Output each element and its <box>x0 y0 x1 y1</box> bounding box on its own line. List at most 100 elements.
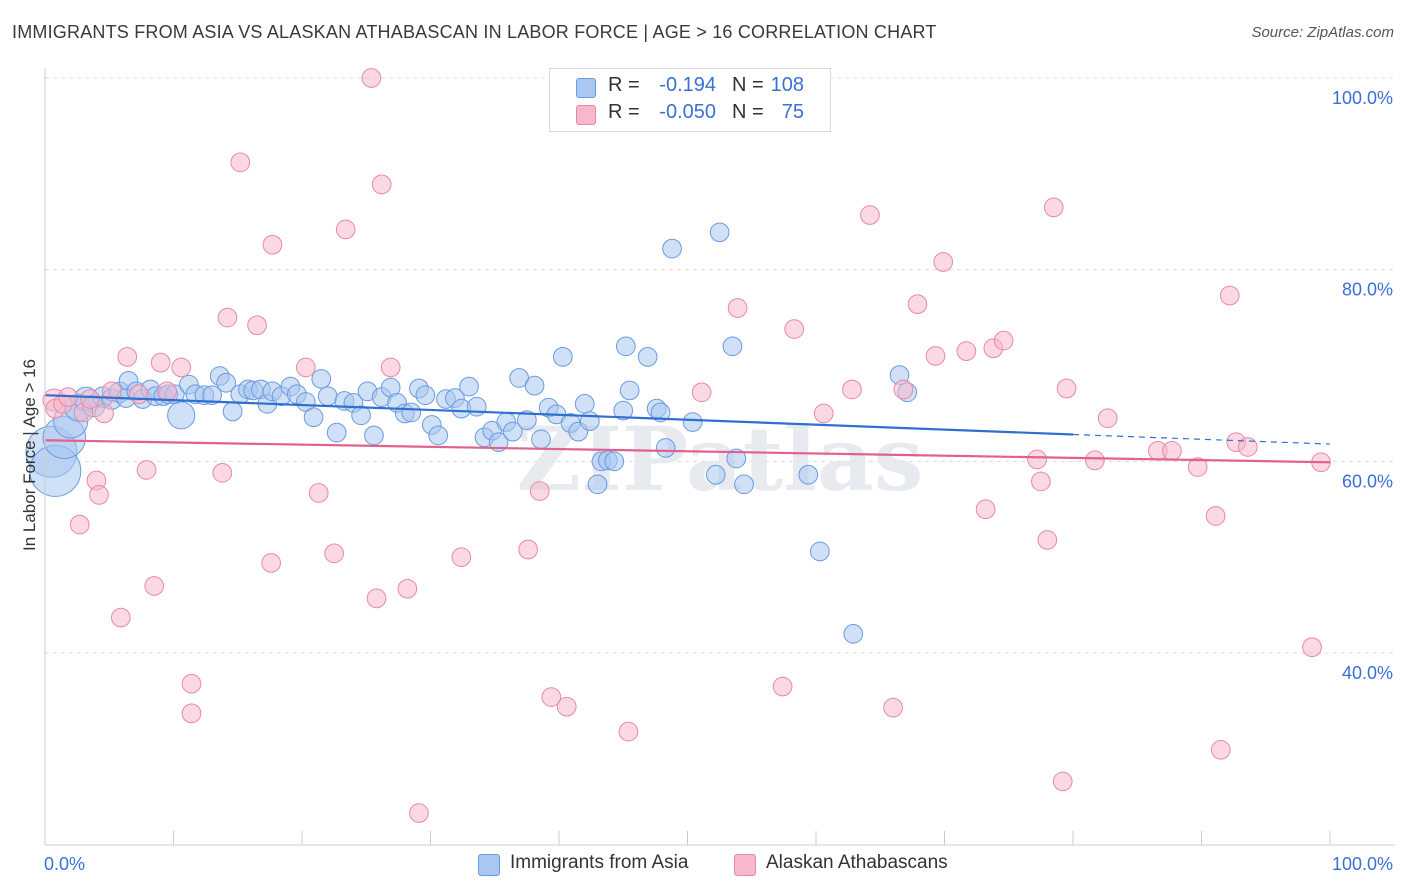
athabascan-point <box>230 152 251 173</box>
athabascan-point <box>366 588 387 609</box>
legend-swatch-athabascan <box>576 105 596 125</box>
asia-point <box>167 401 196 430</box>
athabascan-point <box>397 578 418 599</box>
asia-point <box>810 541 830 562</box>
athabascan-point <box>1162 440 1182 461</box>
legend-r-label: R = <box>608 101 640 123</box>
y-tick-label: 60.0% <box>1342 471 1393 491</box>
bottom-legend-label-athabascan: Alaskan Athabascans <box>766 852 948 873</box>
athabascan-point <box>69 514 90 535</box>
asia-point <box>798 464 819 485</box>
athabascan-point <box>907 294 928 315</box>
asia-point <box>734 474 754 495</box>
athabascan-point <box>993 330 1014 351</box>
athabascan-point <box>89 485 109 505</box>
asia-point <box>531 429 551 450</box>
asia-point <box>311 369 332 389</box>
athabascan-point <box>691 382 712 403</box>
athabascan-point <box>860 205 880 225</box>
athabascan-point <box>618 721 639 742</box>
athabascan-point <box>181 673 202 694</box>
asia-trend-line <box>44 394 1074 436</box>
asia-point <box>682 412 703 432</box>
athabascan-point <box>518 539 539 560</box>
athabascan-point <box>181 703 202 724</box>
asia-point <box>202 385 222 406</box>
asia-point <box>637 347 658 367</box>
athabascan-point <box>128 384 149 405</box>
asia-point <box>428 425 449 446</box>
x-tick-label: 100.0% <box>1332 854 1393 874</box>
legend-r-value: -0.194 <box>659 74 716 96</box>
athabascan-point <box>883 697 903 718</box>
athabascan-point <box>956 341 977 361</box>
athabascan-point <box>324 543 344 564</box>
asia-point <box>579 411 600 431</box>
athabascan-point <box>261 553 282 573</box>
athabascan-point <box>727 298 748 318</box>
y-tick-label: 100.0% <box>1332 88 1393 108</box>
trend-layer <box>44 394 1331 464</box>
athabascan-point <box>217 307 238 328</box>
athabascan-point <box>1205 506 1226 526</box>
athabascan-point <box>262 234 283 255</box>
bottom-legend-label-asia: Immigrants from Asia <box>510 852 689 873</box>
asia-point <box>364 425 384 446</box>
chart-source: Source: ZipAtlas.com <box>1251 24 1394 41</box>
legend-swatch-asia <box>576 78 596 98</box>
athabascan-point <box>101 381 122 402</box>
athabascan-point <box>110 607 131 628</box>
athabascan-point <box>1097 408 1118 429</box>
athabascan-point <box>1037 530 1058 550</box>
y-tick-label: 40.0% <box>1342 663 1393 683</box>
athabascan-point <box>136 460 157 480</box>
athabascan-point <box>933 252 954 272</box>
points-layer <box>25 68 1331 823</box>
legend-n-value: 75 <box>781 101 804 123</box>
athabascan-point <box>1027 449 1047 470</box>
athabascan-point <box>975 499 996 520</box>
athabascan-point <box>171 357 192 378</box>
asia-point <box>459 376 479 397</box>
asia-point <box>705 464 726 485</box>
athabascan-point <box>94 403 114 424</box>
athabascan-point <box>784 319 805 339</box>
asia-trend-extension <box>1072 433 1331 445</box>
athabascan-point <box>1084 450 1105 471</box>
asia-point <box>662 238 682 259</box>
bottom-legend-swatch-asia <box>478 854 500 876</box>
athabascan-point <box>451 547 472 568</box>
athabascan-point <box>1052 771 1073 792</box>
athabascan-point <box>371 174 392 195</box>
asia-point <box>524 375 545 396</box>
legend-r-label: R = <box>608 74 640 96</box>
athabascan-point <box>308 483 329 503</box>
athabascan-point <box>117 347 138 367</box>
asia-point <box>303 407 324 428</box>
bottom-legend-swatch-athabascan <box>734 854 756 876</box>
asia-point <box>587 474 608 495</box>
athabascan-point <box>529 481 550 501</box>
asia-point <box>604 451 625 472</box>
asia-point <box>317 386 338 407</box>
athabascan-point <box>813 403 834 424</box>
y-axis-title: In Labor Force | Age > 16 <box>20 358 39 552</box>
asia-point <box>615 336 636 357</box>
asia-point <box>488 432 509 453</box>
athabascan-point <box>409 803 429 823</box>
legend-n-value: 108 <box>770 74 804 96</box>
athabascan-point <box>925 346 946 366</box>
x-tick-label: 0.0% <box>44 854 85 874</box>
athabascan-point <box>772 676 793 697</box>
asia-point <box>709 222 730 243</box>
athabascan-point <box>1043 197 1064 218</box>
y-tick-label: 80.0% <box>1342 280 1393 300</box>
athabascan-point <box>80 389 100 409</box>
asia-point <box>613 400 634 421</box>
asia-point <box>574 393 595 414</box>
athabascan-point <box>1302 637 1322 658</box>
asia-point <box>415 385 436 406</box>
asia-point <box>216 372 237 393</box>
athabascan-point <box>1237 437 1258 457</box>
axis-layer: 40.0% 60.0% 80.0% 100.0% 0.0% 100.0% <box>44 68 1395 874</box>
